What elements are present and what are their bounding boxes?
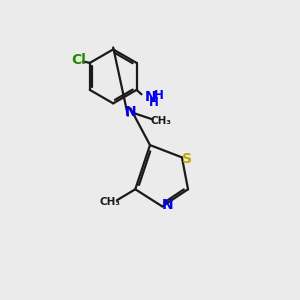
Text: N: N	[124, 105, 136, 119]
Text: CH₃: CH₃	[151, 116, 172, 126]
Text: S: S	[182, 152, 192, 166]
Text: Cl: Cl	[71, 53, 86, 68]
Text: H: H	[154, 89, 164, 102]
Text: N: N	[161, 198, 173, 212]
Text: N: N	[144, 90, 156, 104]
Text: CH₃: CH₃	[99, 196, 120, 206]
Text: H: H	[149, 96, 159, 109]
